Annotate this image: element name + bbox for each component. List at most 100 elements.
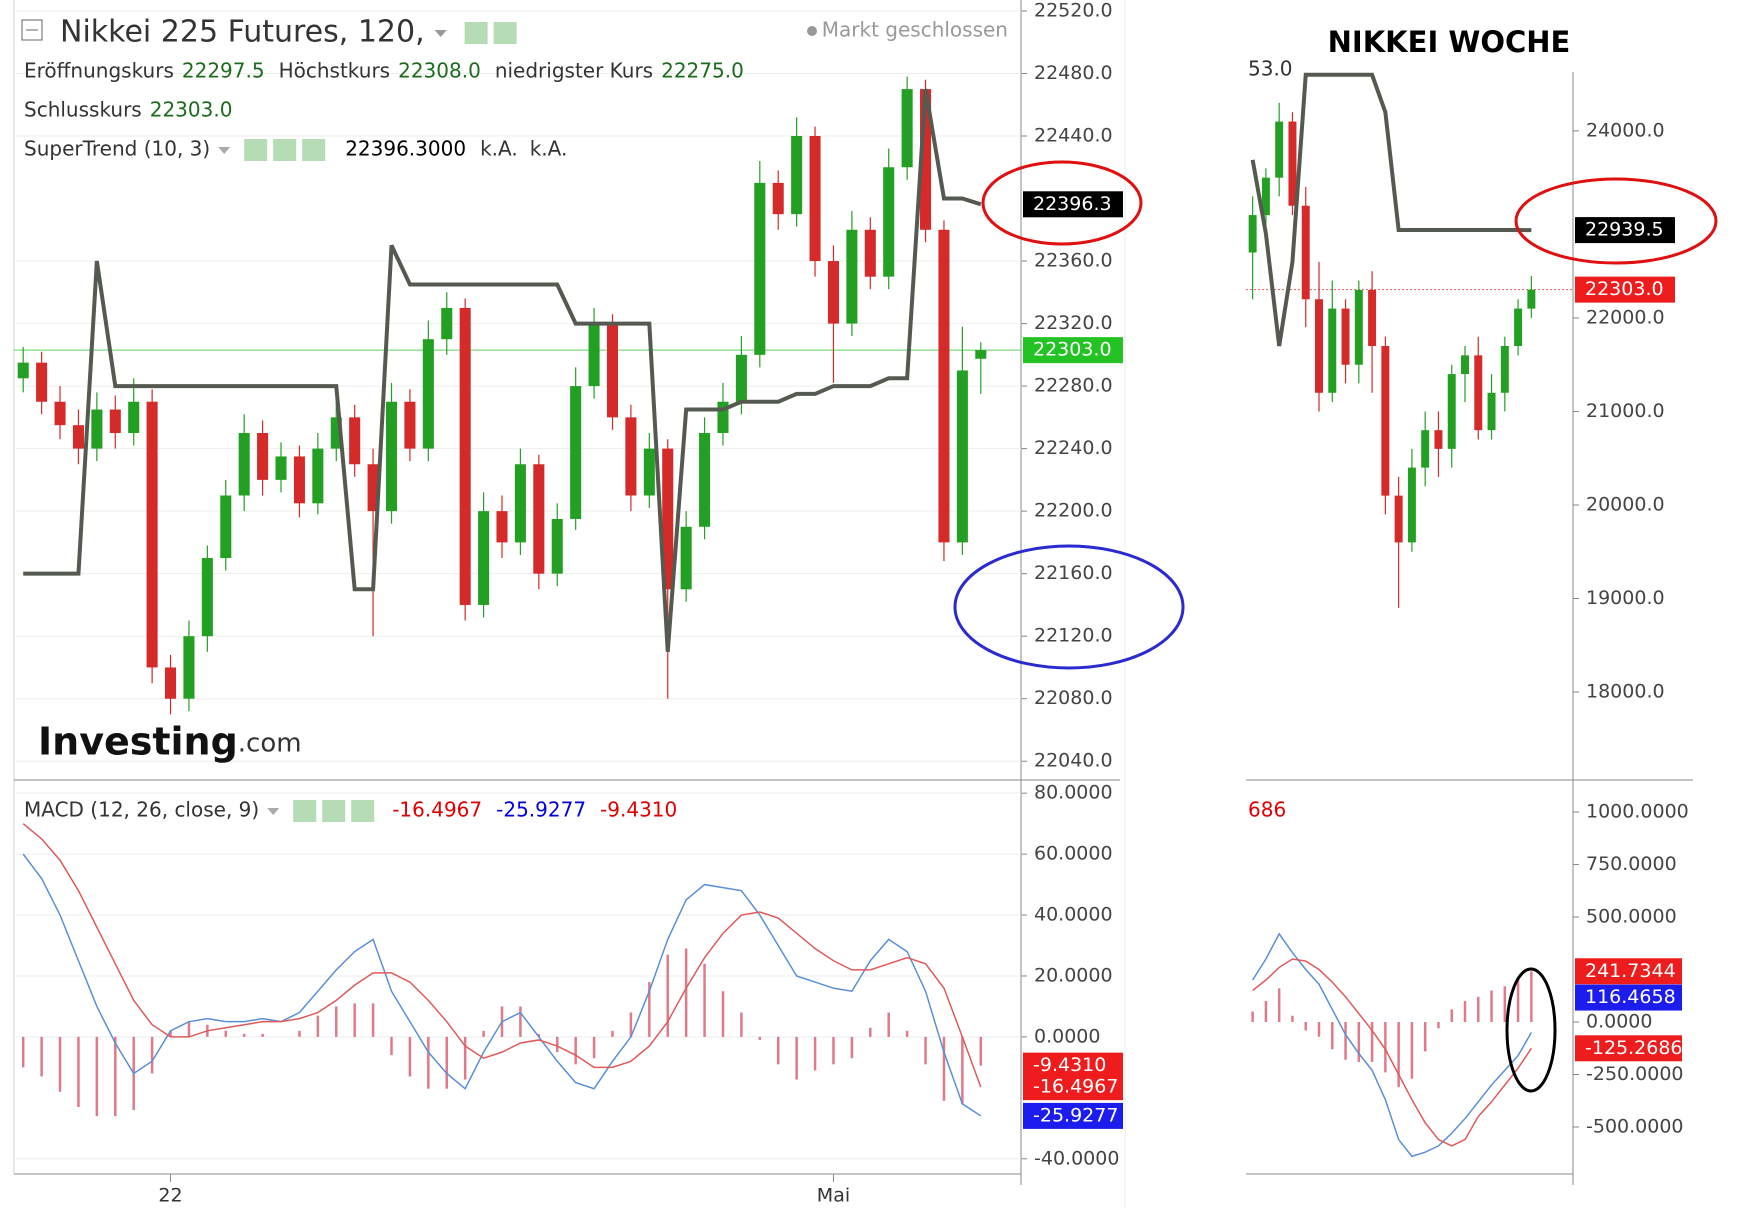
candle-body: [91, 409, 103, 449]
candle-body: [165, 667, 177, 699]
logo: Investing: [38, 720, 238, 764]
candle-body: [312, 448, 324, 504]
dropdown-arrow[interactable]: [218, 147, 231, 154]
marks: 22040.022080.022120.022160.022200.022240…: [14, 0, 1689, 1207]
price-badge-label: 22303.0: [1033, 339, 1112, 361]
indicator-icon[interactable]: [493, 22, 517, 44]
price-badge: [1575, 958, 1682, 985]
candle-body: [404, 401, 416, 449]
annotation-ellipse: [1514, 177, 1718, 265]
price-badge-label: 22303.0: [1585, 278, 1664, 300]
candle-body: [1368, 289, 1377, 347]
candle-body: [956, 370, 968, 543]
candle-body: [478, 511, 490, 605]
dropdown-arrow[interactable]: [267, 808, 280, 815]
candle-body: [901, 89, 913, 168]
indicator-icon[interactable]: [273, 139, 297, 161]
candle-body: [827, 261, 839, 324]
indicator-icon[interactable]: [351, 800, 375, 822]
candle-body: [809, 135, 821, 262]
indicator-icon[interactable]: [322, 800, 346, 822]
indicator-readout: -16.4967: [392, 798, 482, 822]
status-dot: [807, 26, 817, 36]
x-tick-label: Mai: [817, 1185, 850, 1207]
price-badge: [1023, 337, 1123, 364]
candle-body: [1275, 121, 1284, 178]
status-label: Markt geschlossen: [822, 18, 1008, 42]
candle-body: [625, 417, 637, 496]
candle-body: [1487, 392, 1496, 431]
y-tick-label: 22280.0: [1034, 375, 1113, 397]
logo: .com: [238, 729, 302, 759]
candle-body: [293, 456, 305, 504]
candle-body: [441, 307, 453, 340]
price-badge: [1575, 984, 1682, 1011]
y-tick-label: 750.0000: [1586, 853, 1677, 875]
candle-body: [349, 417, 361, 465]
candle-body: [1527, 289, 1536, 309]
candle-body: [459, 307, 471, 605]
candle-body: [1474, 355, 1483, 431]
price-badge: [1023, 1102, 1123, 1129]
y-tick-label: 22040.0: [1034, 750, 1113, 772]
chart-title: Nikkei 225 Futures, 120,: [60, 15, 425, 50]
candle-body: [1461, 355, 1469, 375]
y-tick-label: 22160.0: [1034, 562, 1113, 584]
indicator-icon[interactable]: [293, 800, 317, 822]
y-tick-label: 22240.0: [1034, 437, 1113, 459]
price-badge: [1023, 1074, 1123, 1101]
indicator-readout: -9.4310: [600, 798, 677, 822]
y-tick-label: 60.0000: [1034, 843, 1113, 865]
y-tick-label: 0.0000: [1034, 1025, 1100, 1047]
candle-body: [1447, 374, 1456, 449]
candle-body: [201, 558, 213, 637]
y-tick-label: 1000.0000: [1586, 801, 1689, 823]
price-badge-label: 22396.3: [1033, 193, 1112, 215]
y-tick-label: 18000.0: [1586, 681, 1665, 703]
y-tick-label: 22320.0: [1034, 312, 1113, 334]
annotation-ellipse: [953, 544, 1185, 670]
indicator-icon[interactable]: [464, 22, 488, 44]
candle-body: [975, 350, 987, 359]
y-tick-label: 80.0000: [1034, 782, 1113, 804]
y-tick-label: 24000.0: [1586, 119, 1665, 141]
indicator-readout: 22396.3000: [345, 137, 466, 161]
candle-body: [883, 167, 895, 277]
y-tick-label: 22440.0: [1034, 124, 1113, 146]
macd-line: [22, 823, 982, 1088]
chart-title: NIKKEI WOCHE: [1328, 25, 1571, 59]
indicator-readout: -25.9277: [496, 798, 586, 822]
candle-body: [1261, 177, 1270, 216]
indicator-readout: k.A.: [480, 137, 518, 161]
indicator-icon[interactable]: [244, 139, 268, 161]
candle-body: [220, 495, 232, 559]
candle-body: [920, 89, 932, 230]
candle-body: [846, 229, 858, 324]
candle-body: [717, 401, 729, 433]
y-tick-label: 22120.0: [1034, 625, 1113, 647]
indicator-readout: k.A.: [530, 137, 568, 161]
candle-body: [1407, 467, 1416, 543]
clipped-label: 53.0: [1248, 57, 1293, 81]
indicator-icon[interactable]: [302, 139, 326, 161]
dropdown-arrow[interactable]: [434, 30, 447, 37]
candle-body: [1381, 346, 1390, 496]
candle-body: [72, 425, 84, 449]
y-tick-label: 22000.0: [1586, 306, 1665, 328]
candle-body: [385, 401, 398, 512]
y-tick-label: 40.0000: [1034, 904, 1113, 926]
y-tick-label: 0.0000: [1586, 1011, 1652, 1033]
collapse-icon[interactable]: [21, 19, 43, 41]
y-tick-label: -500.0000: [1586, 1115, 1684, 1137]
candle-body: [238, 432, 250, 496]
candle-body: [330, 417, 342, 449]
price-badge-label: -25.9277: [1033, 1104, 1118, 1126]
candle-body: [791, 135, 803, 215]
price-badge-label: 22939.5: [1585, 219, 1664, 241]
candle-body: [496, 511, 508, 543]
macd-line: [1252, 932, 1533, 1158]
candle-body: [735, 354, 747, 402]
info-label: niedrigster Kurs: [495, 59, 653, 83]
